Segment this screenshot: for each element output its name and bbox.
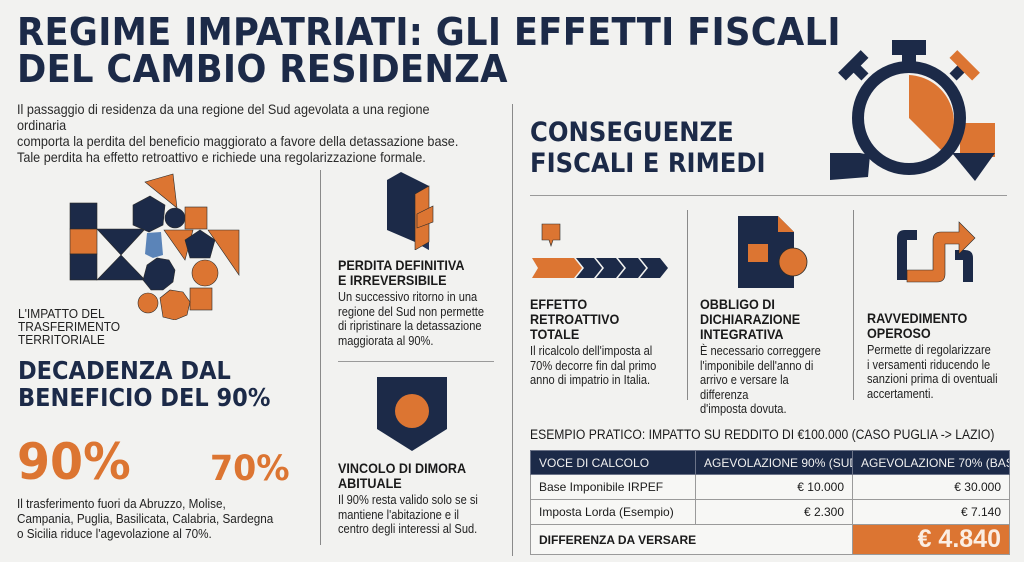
cell-value: € 30.000	[852, 474, 1010, 500]
page-title-line2: DEL CAMBIO RESIDENZA	[17, 47, 508, 91]
text-line: anno di impatrio in Italia.	[530, 373, 651, 387]
intro-paragraph: Il passaggio di residenza da una regione…	[17, 102, 482, 166]
calculation-table: VOCE DI CALCOLO AGEVOLAZIONE 90% (SUD) A…	[530, 450, 1010, 555]
card-title: OBBLIGO DI DICHIARAZIONE INTEGRATIVA	[700, 297, 840, 342]
text-line: Il ricalcolo dell'imposta al	[530, 344, 653, 358]
timeline-arrows-icon	[532, 223, 668, 278]
card-text: Il ricalcolo dell'imposta al 70% decorre…	[530, 344, 666, 388]
row-label: Imposta Lorda (Esempio)	[530, 499, 696, 525]
divider-card-1	[687, 210, 688, 400]
cell-value: € 10.000	[695, 474, 853, 500]
table-total-row: DIFFERENZA DA VERSARE € 4.840	[530, 524, 1010, 555]
title-line: OBBLIGO DI	[700, 296, 775, 312]
row-label: Base Imponibile IRPEF	[530, 474, 696, 500]
card-title: EFFETTO RETROATTIVO TOTALE	[530, 297, 670, 342]
correction-arrow-icon	[897, 221, 976, 283]
text-line: d'imposta dovuta.	[700, 402, 787, 416]
divider-horizontal-middle	[338, 361, 494, 362]
card-title: RAVVEDIMENTO OPEROSO	[867, 311, 1007, 341]
text-line: i versamenti riducendo le	[867, 357, 991, 372]
page-title: REGIME IMPATRIATI: GLI EFFETTI FISCALI D…	[17, 10, 841, 91]
title-line: OPEROSO	[867, 325, 931, 341]
text-line: Un successivo ritorno in una	[338, 290, 478, 304]
table-header-row: VOCE DI CALCOLO AGEVOLAZIONE 90% (SUD) A…	[530, 450, 1010, 475]
text-line: maggiorata al 90%.	[338, 333, 434, 348]
intro-line: comporta la perdita del beneficio maggio…	[17, 134, 459, 149]
text-line: accertamenti.	[867, 386, 934, 401]
card-ravvedimento-operoso: RAVVEDIMENTO OPEROSO Permette di regolar…	[867, 311, 1022, 401]
title-line: VINCOLO DI DIMORA	[338, 460, 467, 476]
column-header: AGEVOLAZIONE 70% (BASE)	[852, 450, 1010, 475]
heading-line: DECADENZA DAL	[18, 356, 231, 385]
stat-90-percent: 90%	[17, 433, 131, 491]
title-line: TOTALE	[530, 326, 580, 342]
title-line: INTEGRATIVA	[700, 326, 784, 342]
example-title: ESEMPIO PRATICO: IMPATTO SU REDDITO DI €…	[530, 427, 995, 442]
card-perdita-definitiva: PERDITA DEFINITIVA E IRREVERSIBILE Un su…	[338, 258, 508, 348]
text-line: l'imponibile dell'anno di	[700, 358, 814, 373]
geometric-mosaic-illustration	[69, 173, 240, 320]
card-effetto-retroattivo: EFFETTO RETROATTIVO TOTALE Il ricalcolo …	[530, 297, 685, 388]
desc-line: Il trasferimento fuori da Abruzzo, Molis…	[17, 496, 226, 511]
table-row: Imposta Lorda (Esempio) € 2.300 € 7.140	[530, 499, 1010, 525]
document-icon	[738, 216, 808, 288]
card-title: PERDITA DEFINITIVA E IRREVERSIBILE	[338, 258, 491, 288]
card-text: È necessario correggere l'imponibile del…	[700, 344, 836, 417]
cell-value: € 7.140	[852, 499, 1010, 525]
text-line: 70% decorre fin dal primo	[530, 358, 657, 373]
divider-horizontal-right	[530, 195, 1007, 196]
intro-line: Tale perdita ha effetto retroattivo e ri…	[17, 150, 426, 165]
regions-description: Il trasferimento fuori da Abruzzo, Molis…	[17, 496, 287, 541]
title-line: RAVVEDIMENTO	[867, 310, 968, 326]
divider-card-2	[853, 210, 854, 400]
title-line: PERDITA DEFINITIVA	[338, 257, 465, 273]
column-header: VOCE DI CALCOLO	[530, 450, 696, 475]
intro-line: Il passaggio di residenza da una regione…	[17, 102, 430, 133]
desc-line: o Sicilia riduce l'agevolazione al 70%.	[17, 526, 212, 541]
card-obbligo-dichiarazione: OBBLIGO DI DICHIARAZIONE INTEGRATIVA È n…	[700, 297, 855, 417]
divider-vertical-left	[320, 170, 321, 545]
text-line: regione del Sud non permette	[338, 304, 485, 319]
text-line: sanzioni prima di oventuali	[867, 372, 998, 386]
text-line: arrivo e versare la differenza	[700, 373, 789, 402]
card-title: VINCOLO DI DIMORA ABITUALE	[338, 461, 491, 491]
title-line: ABITUALE	[338, 475, 402, 491]
heading-line: CONSEGUENZE	[530, 117, 734, 148]
heading-line: BENEFICIO DEL 90%	[18, 383, 271, 412]
conseguenze-heading: CONSEGUENZE FISCALI E RIMEDI	[530, 117, 766, 179]
total-label: DIFFERENZA DA VERSARE	[530, 524, 853, 555]
card-vincolo-dimora: VINCOLO DI DIMORA ABITUALE Il 90% resta …	[338, 461, 508, 537]
cell-value: € 2.300	[695, 499, 853, 525]
text-line: mantiene l'abitazione e il	[338, 507, 460, 522]
shield-icon	[377, 377, 447, 451]
title-line: RETROATTIVO	[530, 311, 620, 327]
card-text: Un successivo ritorno in una regione del…	[338, 290, 488, 348]
table-row: Base Imponibile IRPEF € 10.000 € 30.000	[530, 474, 1010, 500]
text-line: di ripristinare la detassazione	[338, 319, 482, 333]
text-line: centro degli interessi al Sud.	[338, 522, 478, 536]
card-text: Permette di regolarizzare i versamenti r…	[867, 343, 1003, 401]
total-value: € 4.840	[852, 524, 1010, 555]
title-line: E IRREVERSIBILE	[338, 272, 447, 288]
label-line: TRASFERIMENTO	[18, 319, 121, 334]
divider-vertical-center	[512, 104, 513, 556]
text-line: Il 90% resta valido solo se si	[338, 493, 478, 507]
text-line: È necessario correggere	[700, 344, 821, 358]
text-line: Permette di regolarizzare	[867, 343, 991, 357]
desc-line: Campania, Puglia, Basilicata, Calabria, …	[17, 511, 274, 526]
impatto-label: L'IMPATTO DEL TRASFERIMENTO TERRITORIALE	[18, 307, 120, 346]
stat-70-percent: 70%	[210, 449, 290, 489]
title-line: DICHIARAZIONE	[700, 311, 801, 327]
label-line: TERRITORIALE	[18, 332, 105, 347]
card-text: Il 90% resta valido solo se si mantiene …	[338, 493, 488, 537]
stopwatch-icon	[830, 40, 995, 181]
heading-line: FISCALI E RIMEDI	[530, 148, 766, 179]
irreversible-block-icon	[387, 172, 434, 250]
page-title-line1: REGIME IMPATRIATI: GLI EFFETTI FISCALI	[17, 10, 841, 54]
decadenza-heading: DECADENZA DAL BENEFICIO DEL 90%	[18, 357, 270, 411]
column-header: AGEVOLAZIONE 90% (SUD)	[695, 450, 853, 475]
label-line: L'IMPATTO DEL	[18, 306, 105, 321]
title-line: EFFETTO	[530, 296, 588, 312]
